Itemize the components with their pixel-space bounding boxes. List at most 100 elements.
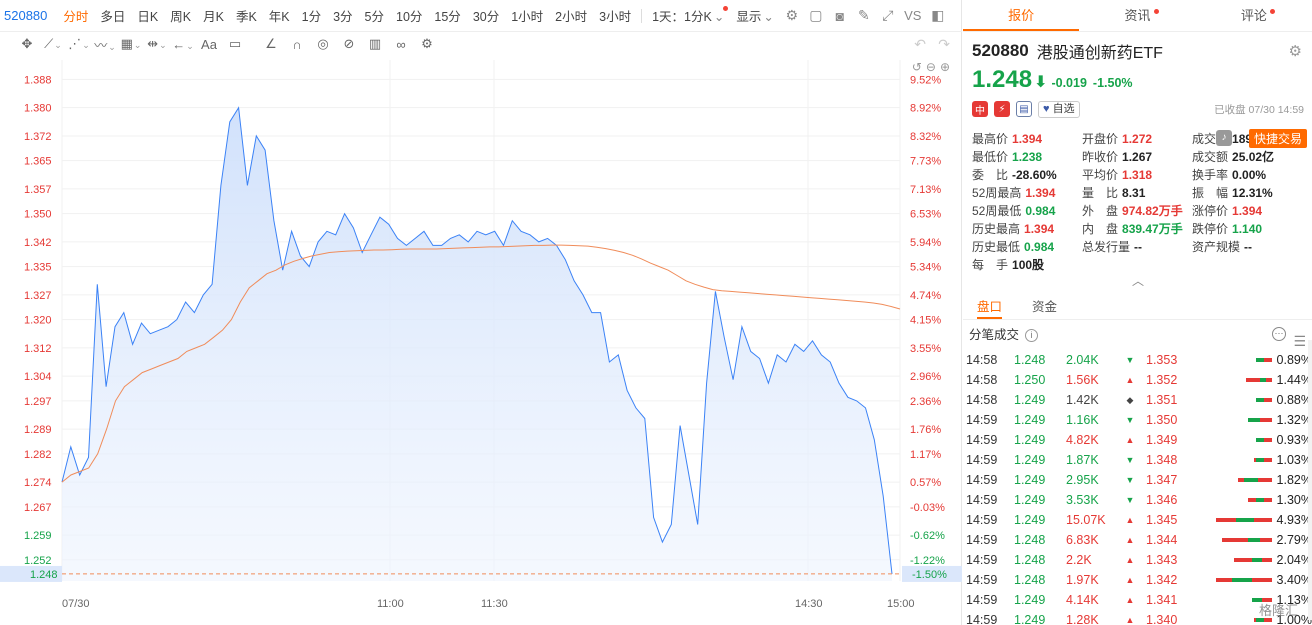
bookmark-icon[interactable]: ▤: [1016, 101, 1032, 117]
draw-settings-icon[interactable]: ⚙: [421, 36, 433, 51]
tick-row: 14:59 1.248 1.97K ▲ 1.342 3.40%: [963, 570, 1312, 590]
tick-row: 14:59 1.249 3.53K ▼ 1.346 1.30%: [963, 490, 1312, 510]
price-change: -0.019: [1051, 76, 1087, 90]
sub-tabs: 盘口 资金: [963, 294, 1312, 320]
intraday-chart[interactable]: 1.388 9.52% 1.380 8.92% 1.372 8.32% 1.365 7.73%…: [0, 56, 962, 625]
arrow-tool-icon[interactable]: ←: [170, 37, 196, 52]
period-tab-yearly[interactable]: 年K: [268, 10, 290, 24]
last-pct-tag: -1.50%: [912, 569, 947, 581]
y-left-tick-label: 1.357: [24, 184, 52, 196]
add-favorite-button[interactable]: ♥ 自选: [1038, 100, 1080, 118]
y-left-tick-label: 1.252: [24, 555, 52, 567]
eye-icon[interactable]: ◎: [317, 36, 329, 51]
zoom-out-icon[interactable]: ⊖: [925, 60, 936, 74]
period-tab-3hour[interactable]: 3小时: [599, 10, 632, 24]
fib-tool-icon[interactable]: ▦: [118, 36, 144, 52]
scrollbar[interactable]: [1308, 340, 1312, 620]
wave-tool-icon[interactable]: 〰: [92, 35, 118, 54]
tick-bar-green: [1256, 498, 1264, 502]
hide-icon[interactable]: ⊘: [343, 36, 355, 51]
stat-label: 开盘价: [1082, 132, 1119, 146]
stat-item: 涨停价 1.394: [1192, 202, 1312, 220]
reset-icon[interactable]: ↺: [911, 60, 922, 74]
line-tool-icon[interactable]: ⟋: [40, 36, 66, 52]
period-tab-1hour[interactable]: 1小时: [511, 10, 544, 24]
trash-icon[interactable]: ▥: [368, 36, 382, 51]
angle-tool-icon[interactable]: ∠: [265, 36, 277, 51]
tick-price: 1.248: [1014, 353, 1046, 367]
comments-dot: [1269, 9, 1275, 14]
flash-icon[interactable]: ⚡: [994, 101, 1010, 117]
period-tab-5min[interactable]: 5分: [364, 10, 384, 24]
sidebar-toggle-icon[interactable]: ◧: [931, 7, 945, 23]
stat-label: 最低价: [972, 150, 1009, 164]
period-tab-30min[interactable]: 30分: [472, 10, 500, 24]
period-tab-daily[interactable]: 日K: [137, 10, 159, 24]
link-icon[interactable]: ∞: [396, 36, 406, 52]
camera-icon[interactable]: ◙: [835, 7, 845, 24]
fullscreen-icon[interactable]: ⤢: [882, 7, 894, 23]
bell-icon[interactable]: ♪: [1216, 130, 1232, 146]
quote-settings-icon[interactable]: ⚙: [1288, 43, 1302, 60]
range-dropdown[interactable]: 1天：1分K: [646, 6, 730, 25]
tick-time: 14:59: [966, 473, 998, 487]
period-tab-weekly[interactable]: 周K: [170, 10, 192, 24]
magnet-icon[interactable]: ∩: [292, 36, 302, 52]
tab-quote[interactable]: 报价: [963, 0, 1080, 31]
display-dropdown[interactable]: 显示: [730, 6, 780, 25]
stat-value: 1.267: [1122, 150, 1153, 164]
up-arrow-icon: ▲: [1125, 555, 1135, 565]
stat-value: 1.140: [1232, 222, 1263, 236]
stat-label: 平均价: [1082, 168, 1119, 182]
settings-icon[interactable]: ⚙: [785, 7, 799, 23]
layout-icon[interactable]: ▢: [809, 7, 823, 23]
trend-tool-icon[interactable]: ⋰: [66, 36, 92, 52]
info-icon[interactable]: i: [1025, 328, 1039, 342]
tick-volume: 4.14K: [1066, 593, 1099, 607]
period-tab-10min[interactable]: 10分: [396, 10, 423, 24]
period-tab-1min[interactable]: 1分: [301, 10, 322, 24]
watermark-logo: 格隆汇: [1258, 603, 1298, 618]
tick-bar: [1216, 578, 1272, 582]
comment-tool-icon[interactable]: ▭: [228, 36, 242, 51]
pen-icon[interactable]: ✎: [857, 7, 870, 23]
quote-name: 港股通创新药ETF: [1036, 45, 1163, 62]
redo-icon[interactable]: ↷: [938, 35, 950, 52]
tab-news[interactable]: 资讯: [1079, 0, 1195, 31]
list-view-icon[interactable]: ☰: [1293, 333, 1306, 349]
period-tab-quarterly[interactable]: 季K: [235, 10, 257, 24]
tab-comments[interactable]: 评论: [1196, 0, 1312, 31]
more-icon[interactable]: ···: [1272, 327, 1286, 341]
tick-time: 14:59: [966, 593, 998, 607]
period-tab-multiday[interactable]: 多日: [100, 10, 126, 24]
tick-bar-red: [1258, 358, 1272, 362]
stat-label: 振 幅: [1192, 186, 1229, 200]
chart-svg: 1.388 9.52% 1.380 8.92% 1.372 8.32% 1.365 7.73%…: [0, 60, 962, 610]
tick-pct: 1.82%: [1276, 473, 1312, 487]
quick-trade-button[interactable]: 快捷交易: [1248, 129, 1307, 148]
stats-grid: 最高价1.394开盘价1.272成交量1898.09万手最低价1.238昨收价1…: [972, 130, 1304, 274]
collapse-chevron-icon[interactable]: ︿: [1131, 274, 1144, 288]
tick-bar: [1216, 458, 1272, 462]
period-tab-monthly[interactable]: 月K: [203, 10, 224, 24]
measure-tool-icon[interactable]: ⇹: [144, 36, 170, 52]
tick-row: 14:58 1.250 1.56K ▲ 1.352 1.44%: [963, 370, 1312, 390]
tab-fund-flow[interactable]: 资金: [1032, 300, 1058, 314]
period-tab-2hour[interactable]: 2小时: [555, 10, 588, 24]
tick-level-price: 1.344: [1146, 533, 1178, 547]
text-tool-button[interactable]: Aa: [201, 36, 217, 52]
y-right-tick-label: -1.22%: [910, 555, 945, 567]
tick-price: 1.249: [1014, 433, 1046, 447]
zoom-in-icon[interactable]: ⊕: [939, 60, 950, 74]
y-right-tick-label: -0.03%: [910, 502, 945, 514]
undo-icon[interactable]: ↶: [914, 35, 926, 52]
tab-order-book[interactable]: 盘口: [977, 294, 1003, 319]
y-right-tick-label: -0.62%: [910, 530, 945, 542]
crosshair-icon[interactable]: ✥: [21, 36, 33, 51]
period-tab-intraday[interactable]: 分时: [63, 10, 89, 24]
period-tab-15min[interactable]: 15分: [434, 10, 461, 24]
tick-bar-green: [1252, 558, 1262, 562]
flat-icon: ◆: [1126, 394, 1134, 405]
period-tab-3min[interactable]: 3分: [333, 10, 353, 24]
compare-button[interactable]: VS: [904, 8, 922, 23]
